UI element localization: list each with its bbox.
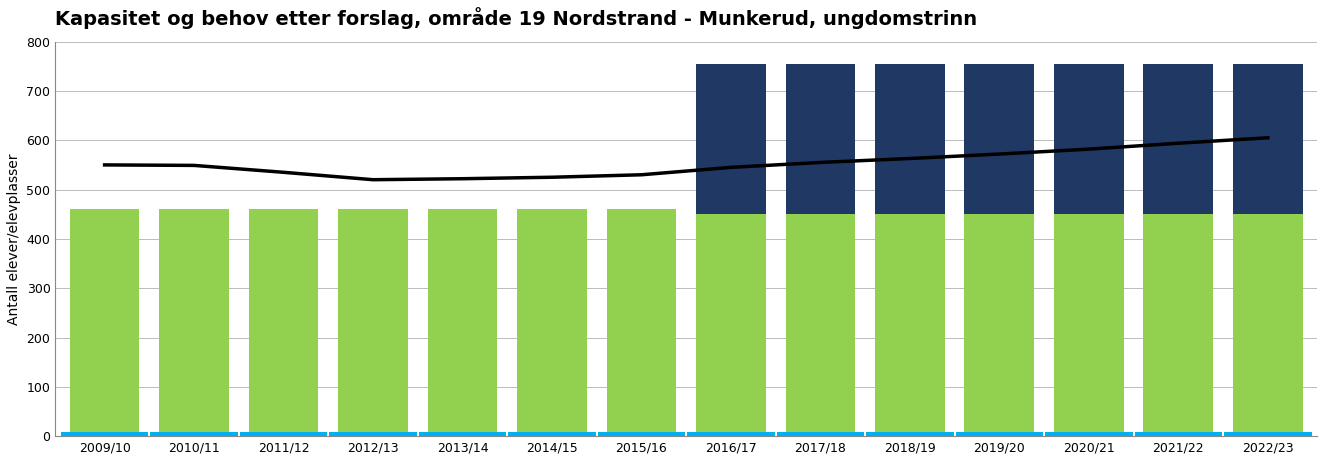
Bar <box>956 432 1043 436</box>
Bar <box>338 209 408 436</box>
Bar <box>150 432 238 436</box>
Bar <box>606 209 677 436</box>
Bar <box>1144 64 1213 214</box>
Bar <box>1054 214 1124 436</box>
Bar <box>866 432 953 436</box>
Bar <box>1135 432 1222 436</box>
Bar <box>1045 432 1133 436</box>
Bar <box>696 64 765 214</box>
Bar <box>777 432 865 436</box>
Bar <box>687 432 775 436</box>
Bar <box>518 209 587 436</box>
Bar <box>1144 214 1213 436</box>
Bar <box>696 214 765 436</box>
Bar <box>418 432 506 436</box>
Bar <box>1223 432 1312 436</box>
Bar <box>159 209 229 436</box>
Bar <box>785 64 855 214</box>
Bar <box>597 432 686 436</box>
Bar <box>875 214 945 436</box>
Bar <box>964 214 1034 436</box>
Bar <box>70 209 139 436</box>
Bar <box>1233 214 1303 436</box>
Text: Kapasitet og behov etter forslag, område 19 Nordstrand - Munkerud, ungdomstrinn: Kapasitet og behov etter forslag, område… <box>56 7 977 29</box>
Bar <box>1054 64 1124 214</box>
Bar <box>240 432 327 436</box>
Bar <box>785 214 855 436</box>
Bar <box>508 432 596 436</box>
Bar <box>330 432 417 436</box>
Y-axis label: Antall elever/elevplasser: Antall elever/elevplasser <box>7 153 21 325</box>
Bar <box>875 64 945 214</box>
Bar <box>964 64 1034 214</box>
Bar <box>1233 64 1303 214</box>
Bar <box>249 209 319 436</box>
Bar <box>428 209 498 436</box>
Bar <box>61 432 148 436</box>
